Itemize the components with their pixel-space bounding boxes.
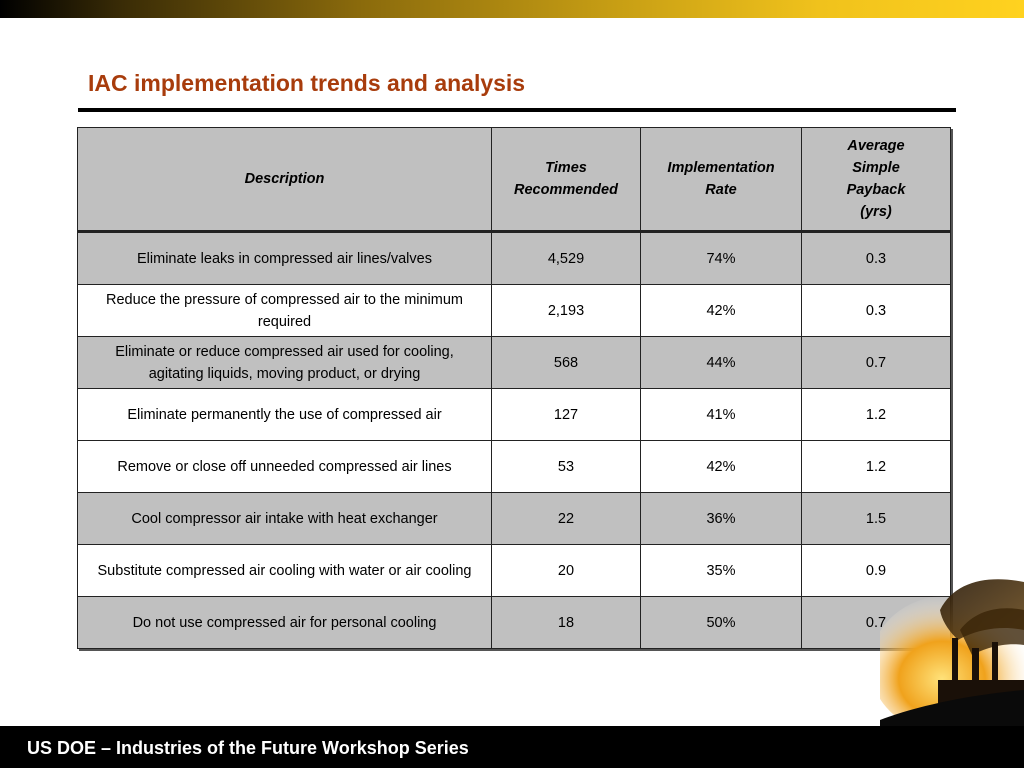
header-times-line2: Recommended bbox=[514, 182, 618, 198]
cell-rate: 42% bbox=[640, 284, 802, 337]
cell-payback: 0.3 bbox=[801, 284, 951, 337]
cell-payback: 1.2 bbox=[801, 440, 951, 493]
table-row: Eliminate permanently the use of compres… bbox=[77, 388, 951, 441]
table-row: Do not use compressed air for personal c… bbox=[77, 596, 951, 649]
cell-rate: 50% bbox=[640, 596, 802, 649]
cell-times: 127 bbox=[491, 388, 641, 441]
footer-text: US DOE – Industries of the Future Worksh… bbox=[27, 738, 469, 758]
cell-times: 53 bbox=[491, 440, 641, 493]
table-row: Remove or close off unneeded compressed … bbox=[77, 440, 951, 493]
industrial-smokestacks-image bbox=[880, 579, 1024, 730]
cell-payback: 1.5 bbox=[801, 492, 951, 545]
cell-times: 568 bbox=[491, 336, 641, 389]
header-impl-line1: Implementation bbox=[667, 160, 775, 176]
header-description: Description bbox=[77, 127, 492, 233]
cell-payback: 1.2 bbox=[801, 388, 951, 441]
cell-description: Eliminate leaks in compressed air lines/… bbox=[77, 231, 492, 285]
header-times-line1: Times bbox=[545, 160, 587, 176]
header-average-payback: Average Simple Payback (yrs) bbox=[801, 127, 951, 233]
top-gradient-bar bbox=[0, 0, 1024, 18]
cell-rate: 35% bbox=[640, 544, 802, 597]
cell-description: Reduce the pressure of compressed air to… bbox=[77, 284, 492, 337]
header-payback-line4: (yrs) bbox=[860, 204, 892, 220]
table-row: Cool compressor air intake with heat exc… bbox=[77, 492, 951, 545]
cell-rate: 36% bbox=[640, 492, 802, 545]
header-times-recommended: Times Recommended bbox=[491, 127, 641, 233]
header-payback-line3: Payback bbox=[846, 182, 906, 198]
cell-description: Do not use compressed air for personal c… bbox=[77, 596, 492, 649]
cell-rate: 41% bbox=[640, 388, 802, 441]
cell-rate: 44% bbox=[640, 336, 802, 389]
cell-rate: 42% bbox=[640, 440, 802, 493]
table-row: Substitute compressed air cooling with w… bbox=[77, 544, 951, 597]
cell-description: Substitute compressed air cooling with w… bbox=[77, 544, 492, 597]
header-implementation-rate: Implementation Rate bbox=[640, 127, 802, 233]
table-row: Reduce the pressure of compressed air to… bbox=[77, 284, 951, 337]
table-header-row: Description Times Recommended Implementa… bbox=[77, 127, 951, 233]
cell-payback: 0.9 bbox=[801, 544, 951, 597]
cell-times: 4,529 bbox=[491, 231, 641, 285]
table-row: Eliminate or reduce compressed air used … bbox=[77, 336, 951, 389]
table-row: Eliminate leaks in compressed air lines/… bbox=[77, 231, 951, 285]
cell-times: 18 bbox=[491, 596, 641, 649]
cell-times: 22 bbox=[491, 492, 641, 545]
cell-description: Remove or close off unneeded compressed … bbox=[77, 440, 492, 493]
cell-rate: 74% bbox=[640, 231, 802, 285]
header-payback-line1: Average bbox=[847, 138, 905, 154]
footer-bar bbox=[0, 726, 1024, 768]
cell-payback: 0.3 bbox=[801, 231, 951, 285]
cell-times: 20 bbox=[491, 544, 641, 597]
cell-description: Eliminate or reduce compressed air used … bbox=[77, 336, 492, 389]
header-impl-line2: Rate bbox=[705, 182, 737, 198]
header-payback-line2: Simple bbox=[852, 160, 900, 176]
slide-title: IAC implementation trends and analysis bbox=[88, 70, 526, 96]
implementation-table: Description Times Recommended Implementa… bbox=[77, 127, 951, 649]
cell-payback: 0.7 bbox=[801, 336, 951, 389]
cell-description: Cool compressor air intake with heat exc… bbox=[77, 492, 492, 545]
header-description-label: Description bbox=[244, 171, 325, 187]
cell-description: Eliminate permanently the use of compres… bbox=[77, 388, 492, 441]
title-underline bbox=[78, 108, 956, 112]
cell-times: 2,193 bbox=[491, 284, 641, 337]
